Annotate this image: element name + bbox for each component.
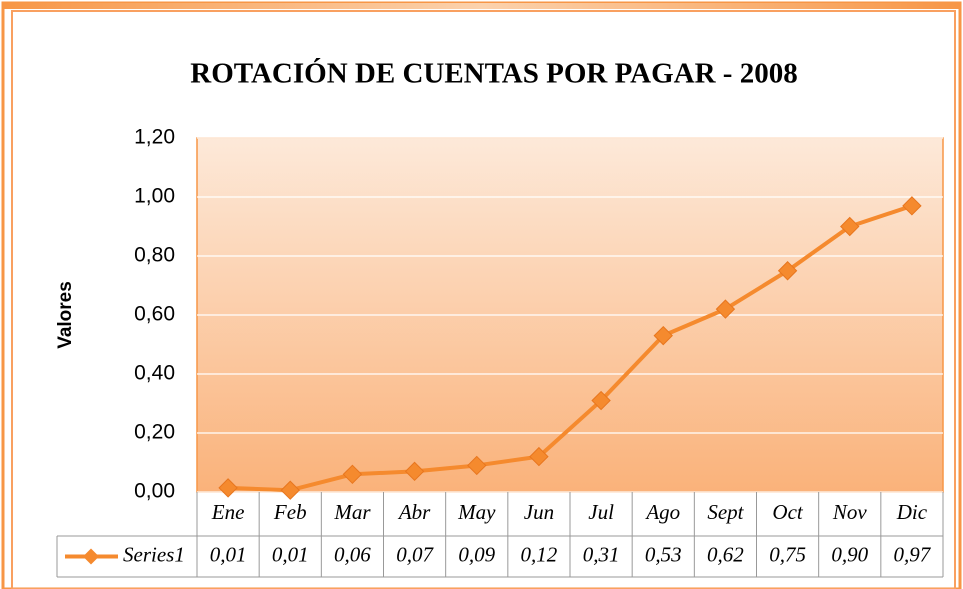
x-tick-label: Sept: [707, 500, 744, 524]
marker: [529, 446, 549, 467]
y-tick-label: 0,00: [134, 480, 175, 503]
table-value: 0,75: [769, 542, 806, 566]
y-tick-label: 1,20: [134, 126, 175, 149]
marker: [342, 464, 363, 485]
marker: [404, 461, 425, 482]
x-tick-label: Nov: [832, 500, 868, 524]
table-value: 0,53: [645, 542, 682, 566]
frame-top: [3, 3, 960, 9]
table-value: 0,01: [272, 542, 309, 566]
x-tick-label: Jun: [524, 500, 554, 524]
x-tick-label: Dic: [896, 500, 928, 524]
table-value: 0,12: [521, 542, 558, 566]
x-tick-label: Abr: [397, 500, 431, 524]
table-value: 0,97: [894, 542, 932, 566]
x-tick-label: Ene: [211, 500, 245, 524]
table-value: 0,62: [707, 542, 744, 566]
table-value: 0,31: [583, 542, 620, 566]
marker: [591, 390, 611, 411]
y-axis-label: Valores: [55, 281, 76, 349]
x-tick-label: Jul: [588, 500, 614, 524]
y-tick-label: 0,80: [134, 244, 175, 267]
table-value: 0,06: [334, 542, 371, 566]
y-tick-label: 0,60: [134, 303, 175, 326]
marker: [218, 478, 238, 498]
y-tick-label: 1,00: [134, 185, 175, 208]
x-tick-label: Ago: [644, 500, 680, 524]
table-value: 0,01: [210, 542, 247, 566]
table-value: 0,09: [458, 542, 495, 566]
x-tick-label: Mar: [333, 500, 371, 524]
marker: [902, 196, 922, 216]
inner-frame: [11, 10, 956, 589]
legend-marker: [83, 548, 99, 565]
marker: [777, 261, 798, 281]
y-tick-label: 0,40: [134, 362, 175, 385]
marker: [715, 299, 736, 319]
chart-title: ROTACIÓN DE CUENTAS POR PAGAR - 2008: [190, 57, 797, 90]
x-tick-label: Oct: [772, 500, 803, 524]
x-tick-label: May: [457, 500, 496, 524]
marker: [653, 325, 673, 346]
x-tick-label: Feb: [273, 500, 307, 524]
y-tick-label: 0,20: [134, 421, 175, 444]
marker: [840, 216, 860, 237]
marker: [467, 455, 487, 476]
table-value: 0,07: [396, 542, 434, 566]
marker: [280, 480, 300, 500]
series-line: [228, 203, 913, 493]
table-value: 0,90: [831, 542, 868, 566]
legend-label: Series1: [123, 542, 185, 566]
